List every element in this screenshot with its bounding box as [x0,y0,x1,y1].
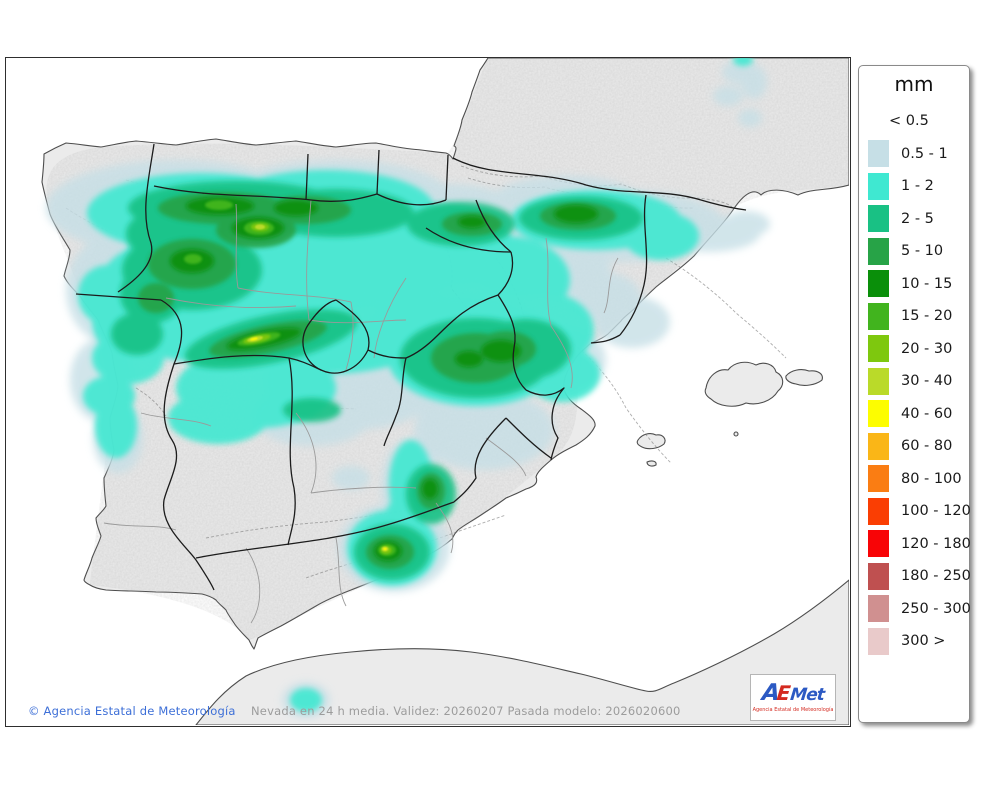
copyright-text: © Agencia Estatal de Meteorología [28,704,236,718]
legend-row-threshold: < 0.5 [859,105,969,138]
legend-row: 2 - 5 [859,203,969,236]
legend-threshold-label: < 0.5 [889,113,929,130]
legend-range-label: 100 - 120 [901,503,971,520]
map-frame: © Agencia Estatal de Meteorología Nevada… [5,57,851,727]
province-borders [103,199,619,624]
ibiza-island [636,433,666,450]
legend-color-swatch [868,302,889,330]
legend-row: 20 - 30 [859,333,969,366]
mallorca-island [704,361,784,407]
legend-color-swatch [868,237,889,265]
logo-letters-met: Met [789,685,825,705]
legend-range-label: 300 > [901,633,946,650]
legend-color-swatch [868,205,889,233]
legend-color-swatch [868,530,889,558]
legend-color-swatch [868,140,889,168]
aemet-logo-subtitle: Agencia Estatal de Meteorología [752,707,834,713]
legend-range-label: 10 - 15 [901,275,953,292]
legend-color-swatch [868,497,889,525]
legend-range-label: 120 - 180 [901,535,971,552]
aemet-logo: AEMet Agencia Estatal de Meteorología [750,674,836,721]
legend-range-label: 60 - 80 [901,438,953,455]
legend-row: 10 - 15 [859,268,969,301]
africa-land [195,579,849,725]
legend-range-label: 15 - 20 [901,308,953,325]
legend-color-swatch [868,562,889,590]
legend-color-swatch [868,172,889,200]
legend-range-label: 250 - 300 [901,600,971,617]
legend-range-label: 80 - 100 [901,470,962,487]
legend-row: 1 - 2 [859,170,969,203]
legend-row: 80 - 100 [859,463,969,496]
legend-color-swatch [868,335,889,363]
legend-color-swatch [868,465,889,493]
region-borders [75,143,747,591]
legend-range-label: 1 - 2 [901,178,934,195]
legend-row: 5 - 10 [859,235,969,268]
legend-title: mm [894,72,934,96]
legend-color-swatch [868,627,889,655]
legend-range-label: 20 - 30 [901,340,953,357]
legend-row: 250 - 300 [859,593,971,626]
precip-band-40-60 [250,337,387,551]
legend-range-label: 5 - 10 [901,243,944,260]
legend-color-swatch [868,400,889,428]
legend-row: 30 - 40 [859,365,969,398]
legend-row: 40 - 60 [859,398,969,431]
legend-rows: 0.5 - 1 1 - 2 2 - 5 5 - 10 10 - 15 [859,138,971,658]
legend-color-swatch [868,270,889,298]
legend-color-swatch [868,432,889,460]
formentera-island [646,460,657,467]
legend-color-swatch [868,367,889,395]
legend-row: 60 - 80 [859,430,969,463]
legend-color-swatch [868,595,889,623]
legend-row: 15 - 20 [859,300,969,333]
legend-range-label: 2 - 5 [901,210,934,227]
legend-range-label: 40 - 60 [901,405,953,422]
legend-row: 180 - 250 [859,560,971,593]
legend-row: 300 > [859,625,969,658]
aemet-logo-word: AEMet [761,680,825,706]
legend-range-label: 180 - 250 [901,568,971,585]
legend-range-label: 0.5 - 1 [901,145,948,162]
map-caption: Nevada en 24 h media. Validez: 20260207 … [251,704,681,718]
legend-range-label: 30 - 40 [901,373,953,390]
menorca-island [785,369,823,386]
legend-row: 100 - 120 [859,495,971,528]
legend-panel: mm < 0.5 0.5 - 1 1 - 2 2 - 5 5 - 10 [858,65,971,723]
iberia-map [6,58,849,725]
legend-row: 0.5 - 1 [859,138,969,171]
legend-row: 120 - 180 [859,528,971,561]
cabrera-island [733,431,739,437]
